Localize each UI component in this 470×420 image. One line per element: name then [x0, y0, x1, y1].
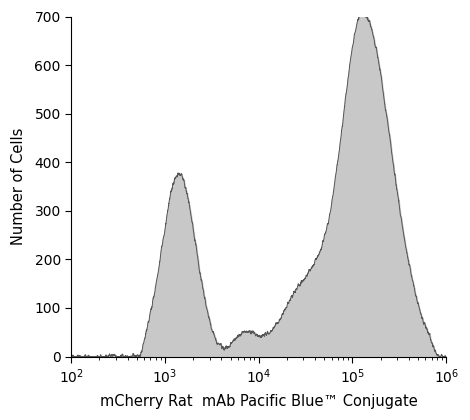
- X-axis label: mCherry Rat  mAb Pacific Blue™ Conjugate: mCherry Rat mAb Pacific Blue™ Conjugate: [100, 394, 418, 409]
- Y-axis label: Number of Cells: Number of Cells: [11, 128, 26, 245]
